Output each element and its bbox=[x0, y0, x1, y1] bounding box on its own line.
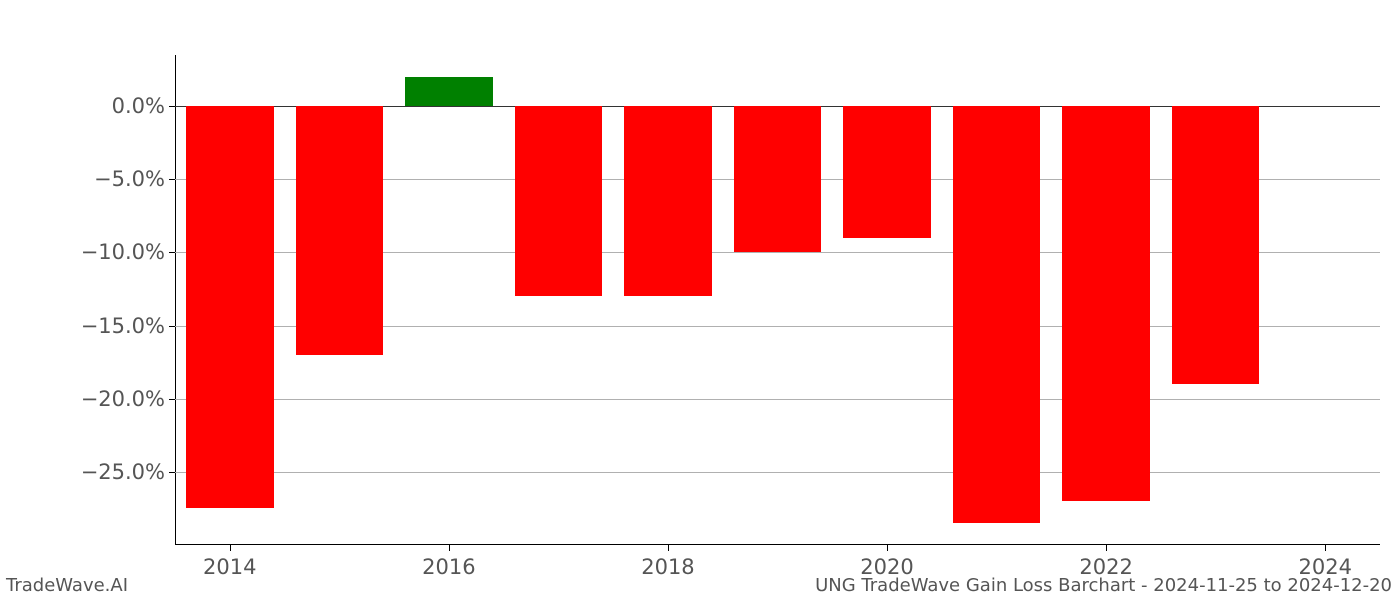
x-tick-mark bbox=[668, 545, 669, 551]
x-tick-label: 2018 bbox=[641, 555, 694, 579]
y-tick-mark bbox=[169, 326, 175, 327]
bar bbox=[186, 106, 274, 508]
bar bbox=[953, 106, 1041, 523]
y-tick-mark bbox=[169, 472, 175, 473]
gridline bbox=[175, 472, 1380, 473]
x-axis-line bbox=[175, 544, 1380, 545]
y-tick-mark bbox=[169, 106, 175, 107]
x-tick-mark bbox=[449, 545, 450, 551]
footer-caption: UNG TradeWave Gain Loss Barchart - 2024-… bbox=[815, 575, 1392, 596]
y-tick-label: −20.0% bbox=[81, 387, 165, 411]
y-tick-label: 0.0% bbox=[112, 94, 165, 118]
bar bbox=[296, 106, 384, 355]
bar bbox=[734, 106, 822, 252]
y-tick-label: −10.0% bbox=[81, 240, 165, 264]
x-tick-mark bbox=[1106, 545, 1107, 551]
bar bbox=[515, 106, 603, 296]
y-tick-mark bbox=[169, 252, 175, 253]
bar bbox=[405, 77, 493, 106]
x-tick-mark bbox=[1325, 545, 1326, 551]
y-tick-mark bbox=[169, 179, 175, 180]
bar bbox=[1062, 106, 1150, 501]
bar bbox=[624, 106, 712, 296]
y-tick-label: −15.0% bbox=[81, 314, 165, 338]
footer-brand: TradeWave.AI bbox=[6, 575, 128, 596]
x-tick-label: 2016 bbox=[422, 555, 475, 579]
bar bbox=[843, 106, 931, 238]
x-tick-mark bbox=[887, 545, 888, 551]
y-tick-label: −25.0% bbox=[81, 460, 165, 484]
x-tick-mark bbox=[230, 545, 231, 551]
bar bbox=[1172, 106, 1260, 384]
gridline bbox=[175, 399, 1380, 400]
bar-chart: 201420162018202020222024 bbox=[175, 55, 1380, 545]
x-tick-label: 2014 bbox=[203, 555, 256, 579]
y-tick-label: −5.0% bbox=[94, 167, 165, 191]
y-tick-mark bbox=[169, 399, 175, 400]
